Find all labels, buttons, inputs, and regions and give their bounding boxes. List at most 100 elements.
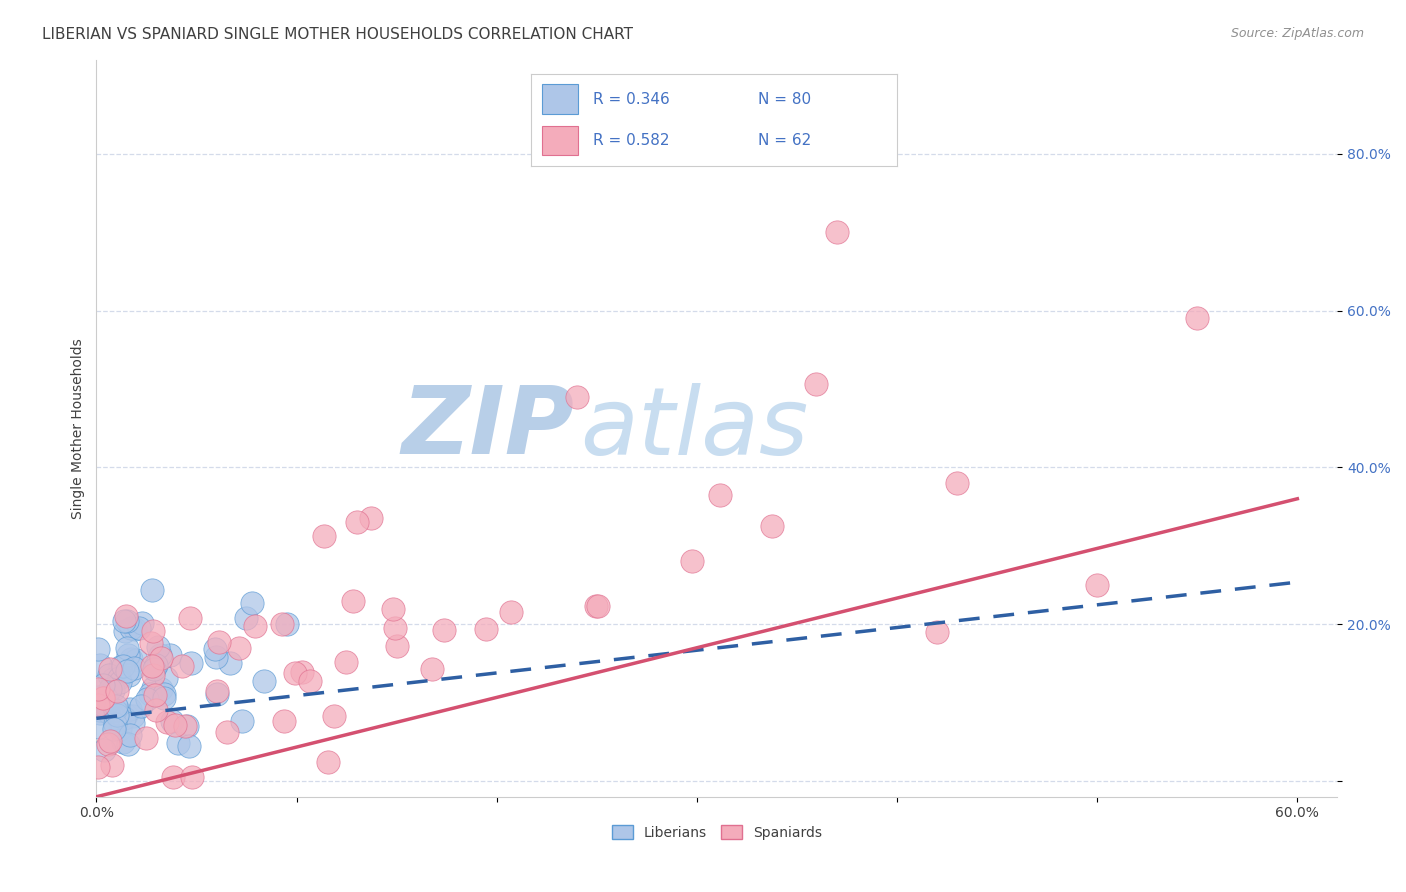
Point <box>299 674 322 689</box>
Point <box>180 656 202 670</box>
Point <box>179 611 201 625</box>
Point <box>115 609 138 624</box>
Point <box>176 719 198 733</box>
Point <box>316 755 339 769</box>
Point <box>276 617 298 632</box>
Point <box>110 660 132 674</box>
Point <box>112 711 135 725</box>
Legend: Liberians, Spaniards: Liberians, Spaniards <box>606 819 827 845</box>
Point <box>145 703 167 717</box>
Point <box>93 743 115 757</box>
Point <box>100 734 122 748</box>
Text: LIBERIAN VS SPANIARD SINGLE MOTHER HOUSEHOLDS CORRELATION CHART: LIBERIAN VS SPANIARD SINGLE MOTHER HOUSE… <box>42 27 633 42</box>
Point <box>323 709 346 723</box>
Point <box>384 621 406 635</box>
Point <box>142 668 165 682</box>
Point <box>114 624 136 638</box>
Point <box>208 635 231 649</box>
Point <box>420 662 443 676</box>
Point <box>91 691 114 706</box>
Point <box>108 674 131 689</box>
Point <box>235 610 257 624</box>
Point <box>98 681 121 696</box>
Point <box>149 682 172 697</box>
Point <box>946 476 969 491</box>
Point <box>166 736 188 750</box>
Point <box>124 623 146 637</box>
Point <box>159 648 181 662</box>
Point <box>93 690 115 705</box>
Point <box>118 728 141 742</box>
Point <box>142 624 165 639</box>
Point <box>122 661 145 675</box>
Point <box>156 714 179 729</box>
Point <box>314 529 336 543</box>
Point <box>135 731 157 745</box>
Point <box>381 602 404 616</box>
Point <box>217 725 239 739</box>
Point <box>115 707 138 722</box>
Point <box>87 681 110 696</box>
Point <box>112 614 135 628</box>
Point <box>228 640 250 655</box>
Point <box>129 699 152 714</box>
Point <box>205 649 228 664</box>
Point <box>160 714 183 728</box>
Point <box>104 717 127 731</box>
Point <box>117 648 139 663</box>
Text: atlas: atlas <box>581 383 808 474</box>
Point <box>1187 311 1209 326</box>
Point <box>219 656 242 670</box>
Point <box>585 599 607 613</box>
Point <box>135 692 157 706</box>
Point <box>120 621 142 635</box>
Point <box>474 622 496 636</box>
Point <box>433 624 456 638</box>
Point <box>273 714 295 728</box>
Point <box>120 701 142 715</box>
Point <box>170 658 193 673</box>
Point <box>174 719 197 733</box>
Text: Source: ZipAtlas.com: Source: ZipAtlas.com <box>1230 27 1364 40</box>
Point <box>108 671 131 685</box>
Point <box>125 653 148 667</box>
Point <box>1085 578 1108 592</box>
Point <box>709 488 731 502</box>
Point <box>499 605 522 619</box>
Point <box>163 718 186 732</box>
Point <box>93 678 115 692</box>
Point <box>149 648 172 662</box>
Point <box>681 554 703 568</box>
Point <box>107 708 129 723</box>
Point <box>108 722 131 736</box>
Point <box>104 711 127 725</box>
Point <box>89 706 111 721</box>
Point <box>141 659 163 673</box>
Point <box>143 688 166 702</box>
Point <box>139 687 162 701</box>
Point <box>87 698 110 712</box>
Y-axis label: Single Mother Households: Single Mother Households <box>72 338 86 518</box>
Point <box>806 376 828 391</box>
Point <box>142 681 165 696</box>
Point <box>131 615 153 630</box>
Point <box>761 519 783 533</box>
Point <box>342 594 364 608</box>
Point <box>271 616 294 631</box>
Point <box>98 668 121 682</box>
Point <box>141 582 163 597</box>
Point <box>104 699 127 714</box>
Point <box>150 651 173 665</box>
Point <box>103 672 125 686</box>
Point <box>115 615 138 629</box>
Point <box>122 708 145 723</box>
Point <box>105 683 128 698</box>
Point <box>101 683 124 698</box>
Point <box>128 622 150 636</box>
Point <box>89 703 111 717</box>
Text: ZIP: ZIP <box>401 382 574 475</box>
Point <box>107 706 129 720</box>
Point <box>115 640 138 655</box>
Point <box>120 652 142 666</box>
Point <box>284 665 307 680</box>
